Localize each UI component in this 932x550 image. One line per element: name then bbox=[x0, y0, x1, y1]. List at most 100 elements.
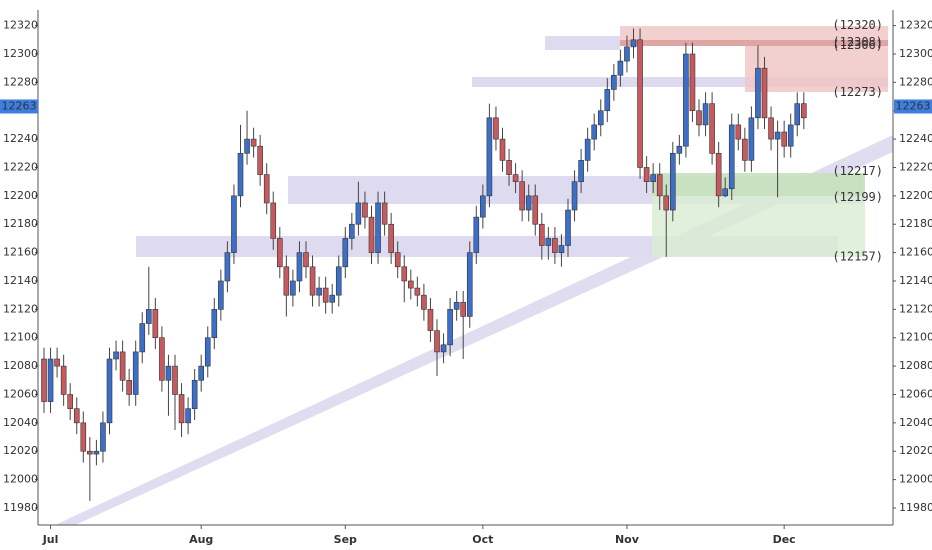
y-tick-label: 12140 bbox=[3, 274, 38, 287]
candle-body bbox=[643, 167, 650, 182]
candle-body bbox=[755, 67, 761, 119]
level-label: (12320) bbox=[832, 18, 883, 32]
candle-body bbox=[617, 60, 624, 76]
x-tick-label: Dec bbox=[773, 533, 796, 546]
candle-body bbox=[47, 358, 54, 402]
y-tick-label: 12200 bbox=[3, 189, 38, 202]
candle-body bbox=[742, 138, 748, 161]
y-tick-label: 12280 bbox=[899, 75, 932, 88]
price-tag-label: 12263 bbox=[2, 99, 37, 112]
candle-body bbox=[309, 266, 316, 296]
x-tick-label: Sep bbox=[334, 533, 357, 546]
candle-body bbox=[480, 195, 486, 218]
candle-body bbox=[296, 252, 303, 282]
candle-body bbox=[611, 74, 617, 90]
candle-body bbox=[67, 394, 73, 409]
candle-body bbox=[54, 358, 60, 367]
candle-body bbox=[774, 131, 781, 140]
candle-body bbox=[152, 309, 159, 339]
candle-body bbox=[656, 174, 663, 197]
candle-body bbox=[146, 309, 152, 324]
candle-body bbox=[322, 287, 329, 303]
candle-body bbox=[466, 252, 473, 317]
candle-body bbox=[263, 174, 270, 204]
candle-body bbox=[715, 152, 722, 197]
candle-body bbox=[211, 309, 218, 339]
candle-body bbox=[316, 287, 322, 296]
candle-body bbox=[735, 124, 742, 140]
candle-body bbox=[630, 39, 637, 48]
y-tick-label: 11980 bbox=[3, 501, 38, 514]
candle-body bbox=[368, 216, 375, 253]
y-tick-label: 12080 bbox=[899, 359, 932, 372]
y-tick-label: 12180 bbox=[899, 217, 932, 230]
zone bbox=[545, 36, 620, 50]
y-tick-label: 12060 bbox=[899, 387, 932, 400]
candle-body bbox=[126, 379, 132, 395]
candle-body bbox=[761, 67, 768, 119]
candle-body bbox=[538, 223, 545, 246]
candle-body bbox=[159, 337, 165, 381]
candle-body bbox=[506, 160, 512, 175]
candle-body bbox=[113, 351, 119, 360]
y-tick-label: 12120 bbox=[3, 302, 38, 315]
candle-body bbox=[558, 245, 565, 253]
candle-body bbox=[532, 195, 539, 225]
candle-body bbox=[578, 160, 584, 182]
candle-body bbox=[257, 145, 263, 175]
candle-body bbox=[388, 223, 394, 253]
y-tick-label: 11980 bbox=[899, 501, 932, 514]
candle-body bbox=[800, 103, 807, 119]
candle-body bbox=[414, 287, 421, 296]
candle-body bbox=[787, 124, 794, 147]
candle-body bbox=[172, 365, 178, 395]
candle-body bbox=[349, 223, 355, 239]
zone bbox=[652, 173, 865, 196]
candle-body bbox=[80, 422, 87, 452]
candle-body bbox=[132, 351, 139, 395]
candle-body bbox=[106, 358, 113, 424]
y-tick-label: 12020 bbox=[899, 444, 932, 457]
candle-body bbox=[650, 174, 656, 182]
y-tick-label: 12240 bbox=[899, 132, 932, 145]
level-label: (12157) bbox=[832, 249, 883, 263]
y-tick-label: 12120 bbox=[899, 302, 932, 315]
candle-body bbox=[794, 103, 801, 126]
price-tag bbox=[894, 99, 932, 114]
candle-body bbox=[768, 117, 774, 140]
candle-body bbox=[355, 202, 362, 225]
candle-body bbox=[407, 280, 414, 289]
candle-body bbox=[486, 117, 493, 197]
candle-body bbox=[689, 53, 696, 112]
candle-body bbox=[512, 174, 519, 182]
candle-body bbox=[244, 138, 250, 154]
candle-body bbox=[87, 450, 93, 455]
candle-body bbox=[270, 202, 277, 239]
y-tick-label: 12220 bbox=[3, 160, 38, 173]
zone bbox=[472, 77, 888, 87]
y-tick-label: 12100 bbox=[3, 331, 38, 344]
candle-body bbox=[381, 202, 388, 225]
candle-body bbox=[342, 238, 349, 268]
candle-body bbox=[637, 39, 643, 168]
candle-body bbox=[283, 266, 290, 296]
candle-body bbox=[165, 365, 172, 381]
candle-body bbox=[178, 394, 185, 424]
y-tick-label: 12000 bbox=[899, 473, 932, 486]
candle-body bbox=[276, 238, 283, 268]
candle-body bbox=[683, 53, 689, 147]
candle-body bbox=[224, 252, 231, 282]
candle-body bbox=[198, 365, 204, 381]
candle-body bbox=[73, 408, 80, 424]
candle-body bbox=[584, 138, 591, 161]
price-tag-label: 12263 bbox=[896, 99, 931, 112]
y-tick-label: 12000 bbox=[3, 473, 38, 486]
candle-body bbox=[250, 138, 257, 147]
candle-body bbox=[571, 181, 578, 211]
y-tick-label: 12300 bbox=[899, 47, 932, 60]
candle-body bbox=[709, 103, 715, 154]
candle-body bbox=[519, 181, 525, 211]
y-tick-label: 12160 bbox=[3, 246, 38, 259]
x-tick-label: Jul bbox=[42, 533, 59, 546]
